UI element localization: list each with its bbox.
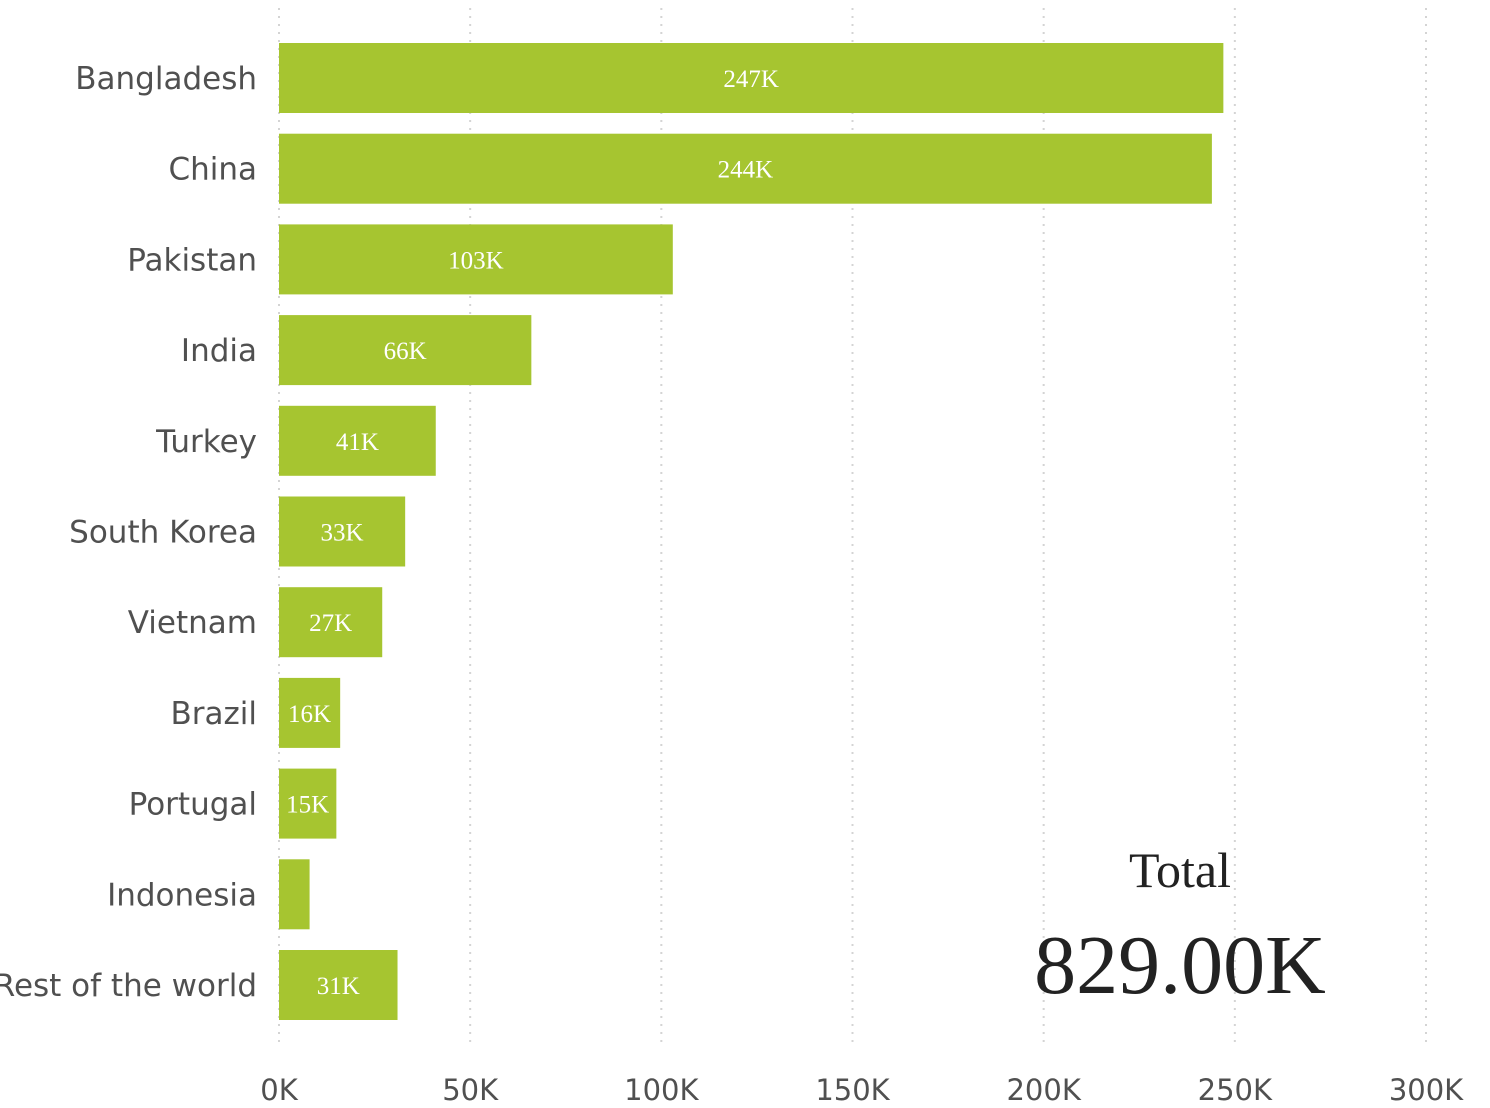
- data-label: 31K: [317, 973, 360, 1000]
- x-tick-label: 100K: [624, 1073, 699, 1107]
- data-label: 103K: [448, 247, 504, 274]
- data-label: 244K: [718, 157, 774, 184]
- total-value: 829.00K: [1034, 919, 1326, 1012]
- bar: [279, 677, 341, 748]
- bar: [279, 315, 532, 386]
- bars: [279, 43, 1224, 1020]
- bar: [279, 587, 383, 658]
- x-tick-label: 250K: [1198, 1073, 1273, 1107]
- category-label: Portugal: [129, 787, 257, 823]
- category-label: South Korea: [69, 515, 257, 551]
- data-label: 15K: [286, 792, 329, 819]
- data-label: 33K: [321, 520, 364, 547]
- x-tick-label: 150K: [815, 1073, 890, 1107]
- x-axis-ticks: 0K 50K 100K 150K 200K 250K 300K: [260, 1073, 1464, 1107]
- bar: [279, 496, 406, 567]
- total-label: Total: [1129, 842, 1231, 898]
- category-label: Vietnam: [128, 605, 257, 641]
- bar: [279, 43, 1224, 113]
- data-label: 247K: [723, 66, 779, 93]
- x-tick-label: 300K: [1389, 1073, 1464, 1107]
- x-tick-label: 50K: [442, 1073, 499, 1107]
- x-tick-label: 0K: [260, 1073, 298, 1107]
- data-label: 66K: [384, 338, 427, 365]
- category-label: Rest of the world: [0, 968, 257, 1004]
- bar: [279, 405, 436, 476]
- data-label: 41K: [336, 429, 379, 456]
- bar: [279, 859, 310, 930]
- category-label: Indonesia: [107, 877, 257, 913]
- category-label: Pakistan: [127, 242, 257, 278]
- data-label: 27K: [309, 610, 352, 637]
- bar: [279, 224, 673, 295]
- bar: [279, 768, 337, 839]
- bar: [279, 950, 398, 1020]
- bar: [279, 133, 1212, 204]
- category-labels: Bangladesh China Pakistan India Turkey South …: [0, 61, 257, 1004]
- category-label: Turkey: [155, 424, 257, 460]
- category-label: Bangladesh: [75, 61, 257, 97]
- x-tick-label: 200K: [1006, 1073, 1081, 1107]
- data-labels: 247K 244K 103K 66K 41K 33K 27K 16K 15K 31K: [286, 66, 779, 1000]
- category-label: Brazil: [170, 696, 257, 732]
- category-label: India: [181, 333, 257, 369]
- category-label: China: [168, 152, 257, 188]
- data-label: 16K: [288, 701, 331, 728]
